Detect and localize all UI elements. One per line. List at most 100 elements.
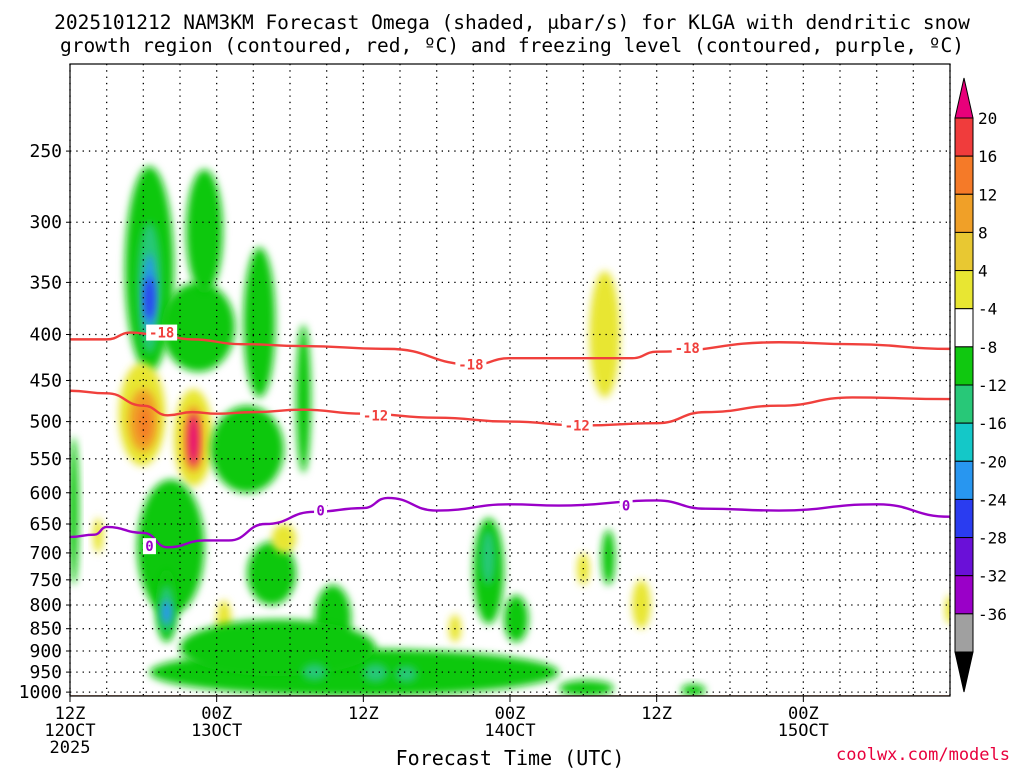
contour-label-0: -18 xyxy=(149,326,174,342)
contour-label-1: -18 xyxy=(458,358,483,374)
y-tick-label-850: 850 xyxy=(29,619,62,640)
omega-region-20 xyxy=(161,600,172,625)
omega-region-10 xyxy=(138,405,151,441)
contour-label-bg-6 xyxy=(314,502,328,519)
colorbar-label-3: 8 xyxy=(978,223,988,242)
colorbar-bin-9 xyxy=(954,460,974,500)
x-tick-label-5-0: 00Z xyxy=(788,704,819,724)
y-tick-label-1000: 1000 xyxy=(19,682,62,703)
omega-region-38 xyxy=(681,684,706,696)
colorbar-bin-3 xyxy=(954,231,974,272)
omega-region-14 xyxy=(210,405,284,493)
omega-region-7 xyxy=(296,324,311,473)
x-tick-label-0-0: 12Z xyxy=(55,704,86,724)
omega-region-13 xyxy=(188,413,199,466)
colorbar-label-8: -16 xyxy=(978,414,1007,433)
colorbar-label-13: -36 xyxy=(978,605,1007,624)
colorbar-bin-4 xyxy=(954,270,974,310)
colorbar-bin-1 xyxy=(954,155,974,195)
omega-region-36 xyxy=(395,665,418,683)
colorbar-bin-6 xyxy=(954,346,974,386)
colorbar-bin-10 xyxy=(954,498,974,539)
omega-region-29 xyxy=(632,579,651,629)
colorbar-label-1: 16 xyxy=(978,147,997,166)
contour-label-5: 0 xyxy=(145,539,153,555)
x-tick-label-0-2: 2025 xyxy=(50,738,91,758)
omega-region-6 xyxy=(243,247,276,398)
omega-region-16 xyxy=(70,436,79,585)
contour-label-2: -18 xyxy=(675,341,700,357)
contour-label-bg-7 xyxy=(619,497,633,514)
omega-region-35 xyxy=(363,663,388,683)
y-tick-label-900: 900 xyxy=(29,641,62,662)
omega-region-3 xyxy=(144,276,155,320)
y-tick-label-800: 800 xyxy=(29,595,62,616)
y-tick-label-400: 400 xyxy=(29,325,62,346)
colorbar-label-9: -20 xyxy=(978,452,1007,471)
omega-region-40 xyxy=(945,595,950,625)
omega-region-37 xyxy=(558,680,614,696)
y-tick-label-500: 500 xyxy=(29,412,62,433)
colorbar-bin-2 xyxy=(954,193,974,233)
credit-text: coolwx.com/models xyxy=(836,745,1010,765)
x-tick-label-0-1: 12OCT xyxy=(44,721,95,741)
omega-region-26 xyxy=(480,529,496,586)
colorbar-bin-5 xyxy=(954,308,974,348)
omega-region-4 xyxy=(161,282,235,372)
colorbar-bin-13 xyxy=(954,613,974,653)
contour-labels: -18 -18 -18 -12 -12 0 0 0 xyxy=(142,324,703,555)
x-tick-label-1-0: 00Z xyxy=(201,704,232,724)
colorbar-bin-8 xyxy=(954,422,974,462)
omega-colorbar: 20 16 12 8 4 -4 -8 -12 -16 -20 -24 -28 -32 -36 xyxy=(954,77,1007,693)
grid-lines xyxy=(69,64,951,696)
x-tick-label-5-1: 15OCT xyxy=(778,721,829,741)
colorbar-bin-0 xyxy=(954,117,974,157)
y-tick-label-300: 300 xyxy=(29,212,62,233)
omega-region-15 xyxy=(589,271,620,398)
colorbar-bin-12 xyxy=(954,575,974,615)
colorbar-label-5: -4 xyxy=(978,300,997,319)
omega-region-39 xyxy=(93,517,104,553)
contour-label-4: -12 xyxy=(565,418,590,434)
contour-label-7: 0 xyxy=(622,499,630,515)
chart-title-line2: growth region (contoured, red, ºC) and f… xyxy=(60,34,964,57)
pressure-axis: 2503003504004505005506006507007508008509… xyxy=(19,141,70,703)
y-tick-label-550: 550 xyxy=(29,449,62,470)
contour-label-bg-5 xyxy=(142,538,156,555)
colorbar-label-7: -12 xyxy=(978,376,1007,395)
colorbar-label-0: 20 xyxy=(978,109,997,128)
contour-label-bg-0 xyxy=(146,324,178,341)
contour-line-2 xyxy=(70,496,950,549)
colorbar-bin-11 xyxy=(954,537,974,577)
x-tick-label-1-1: 13OCT xyxy=(191,721,242,741)
contour-line-0 xyxy=(70,331,950,366)
colorbar-label-4: 4 xyxy=(978,262,988,281)
colorbar-label-2: 12 xyxy=(978,185,997,204)
y-tick-label-650: 650 xyxy=(29,514,62,535)
y-tick-label-750: 750 xyxy=(29,570,62,591)
x-tick-label-3-1: 14OCT xyxy=(484,721,535,741)
contour-label-bg-3 xyxy=(360,407,392,424)
y-tick-label-250: 250 xyxy=(29,141,62,162)
contour-label-bg-1 xyxy=(455,356,487,373)
colorbar-label-11: -28 xyxy=(978,529,1007,548)
colorbar-label-12: -32 xyxy=(978,567,1007,586)
contour-label-bg-4 xyxy=(561,417,593,434)
y-tick-label-350: 350 xyxy=(29,272,62,293)
colorbar-label-10: -24 xyxy=(978,490,1007,509)
omega-shading xyxy=(70,166,950,696)
omega-region-34 xyxy=(302,663,327,681)
colorbar-top-arrow xyxy=(954,77,974,119)
y-tick-label-600: 600 xyxy=(29,483,62,504)
contour-label-bg-2 xyxy=(671,339,703,356)
omega-region-22 xyxy=(247,541,297,606)
omega-region-5 xyxy=(186,169,223,294)
x-tick-label-4-0: 12Z xyxy=(641,704,672,724)
omega-region-33 xyxy=(180,619,376,677)
x-tick-label-3-0: 00Z xyxy=(495,704,526,724)
y-tick-label-450: 450 xyxy=(29,370,62,391)
chart-title-line1: 2025101212 NAM3KM Forecast Omega (shaded… xyxy=(54,11,970,34)
x-tick-label-2-0: 12Z xyxy=(348,704,379,724)
